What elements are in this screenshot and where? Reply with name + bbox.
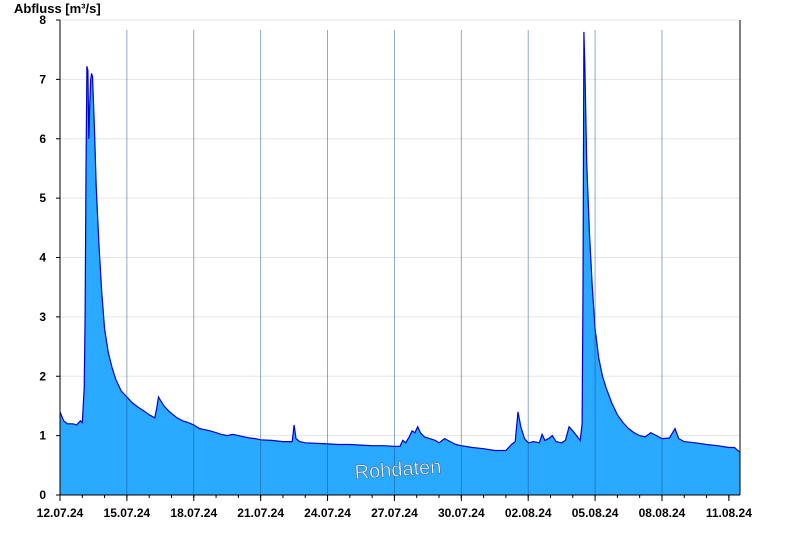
x-tick-label: 08.08.24 <box>639 506 686 520</box>
x-tick-label: 18.07.24 <box>170 506 217 520</box>
grid-lines <box>60 19 740 437</box>
y-axis-ticks: 0 1 2 3 4 5 6 7 8 <box>39 13 60 502</box>
x-tick-label: 24.07.24 <box>304 506 351 520</box>
x-tick-label: 02.08.24 <box>505 506 552 520</box>
x-tick-label: 27.07.24 <box>371 506 418 520</box>
y-tick-label: 8 <box>39 13 46 27</box>
y-tick-label: 3 <box>39 310 46 324</box>
y-tick-label: 2 <box>39 369 46 383</box>
y-tick-label: 1 <box>39 429 46 443</box>
x-tick-label: 05.08.24 <box>572 506 619 520</box>
x-tick-label: 11.08.24 <box>706 506 752 520</box>
x-tick-label: 30.07.24 <box>438 506 485 520</box>
x-tick-label: 12.07.24 <box>37 506 84 520</box>
y-axis-title: Abfluss [m³/s] <box>14 1 101 16</box>
x-tick-label: 15.07.24 <box>104 506 151 520</box>
x-axis-tick-markers <box>126 30 663 495</box>
y-tick-label: 0 <box>39 488 46 502</box>
y-tick-label: 6 <box>39 132 46 146</box>
y-tick-label: 4 <box>39 251 46 265</box>
x-tick-label: 21.07.24 <box>237 506 284 520</box>
y-tick-label: 5 <box>39 191 46 205</box>
x-axis-ticks: 12.07.24 15.07.24 18.07.24 21.07.24 24.07.24… <box>37 495 752 520</box>
discharge-area <box>60 31 740 496</box>
discharge-line <box>59 31 741 453</box>
y-tick-label: 7 <box>39 72 46 86</box>
